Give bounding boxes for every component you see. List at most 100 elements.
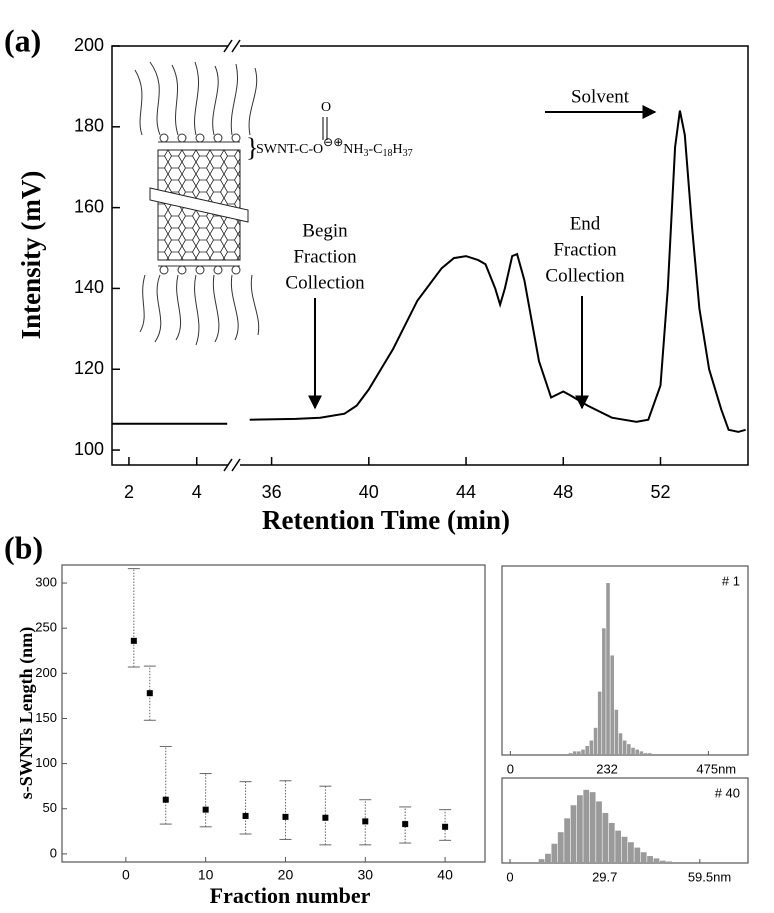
histogram-bar (557, 832, 564, 863)
histogram-bar (608, 822, 615, 863)
panel-label: (b) (4, 529, 43, 565)
histogram-bar (643, 753, 648, 755)
histogram-bar (628, 842, 634, 863)
x-tick-label: 40 (437, 867, 453, 883)
chem-part: SWNT-C-O (256, 142, 323, 157)
brace: } (246, 133, 258, 162)
histogram-bar (659, 860, 666, 863)
data-point (362, 818, 369, 825)
data-point (202, 806, 209, 813)
histogram-bar (666, 861, 673, 863)
x-tick-label: 0 (122, 867, 130, 883)
chem-part: H (393, 142, 403, 157)
data-point (282, 813, 289, 820)
data-point (322, 814, 329, 821)
data-point (442, 823, 449, 830)
histogram-bar (570, 805, 577, 863)
data-line (249, 110, 746, 433)
histogram-bar (640, 852, 647, 863)
histogram-bar (606, 583, 610, 755)
y-tick-label: 180 (74, 116, 104, 136)
histogram-bar (602, 812, 609, 863)
y-tick-label: 100 (74, 439, 104, 459)
chem-part: 37 (403, 148, 413, 159)
histogram-bar (564, 818, 570, 863)
histogram-bar (589, 792, 596, 863)
histogram-bar (635, 749, 639, 755)
histogram-bar (602, 628, 606, 755)
histogram-bar (593, 727, 598, 755)
axes-frame (111, 39, 749, 472)
chem-part: 18 (383, 148, 393, 159)
annotation: Solvent (571, 86, 630, 107)
y-tick-label: 150 (35, 710, 57, 725)
x-tick-label: 29.7 (592, 869, 617, 884)
y-tick-label: 140 (74, 277, 104, 297)
x-tick-label: 44 (456, 482, 476, 502)
chem-formula: SWNT-C-O⊖⊕NH3-C18H37 (256, 135, 413, 160)
histogram-bar (639, 751, 644, 755)
x-axis-label: Fraction number (210, 883, 371, 908)
chem-carbonyl: O (321, 100, 331, 115)
y-tick-label: 100 (35, 755, 57, 770)
histogram-bar (647, 856, 653, 863)
x-tick-label: 20 (278, 867, 294, 883)
histogram-bar (581, 749, 585, 755)
x-tick-label: 10 (198, 867, 214, 883)
y-tick-label: 200 (35, 665, 57, 680)
y-axis-label: Intensity (mV) (16, 171, 46, 340)
axes-frame (61, 564, 486, 863)
histogram-bar (585, 745, 589, 755)
x-tick-label: 40 (359, 482, 379, 502)
x-tick-label: 0 (507, 761, 514, 776)
histogram-bar (647, 753, 652, 755)
histogram-bar (634, 847, 641, 863)
histogram-bar (596, 801, 602, 863)
x-tick-label: 475nm (696, 761, 736, 776)
histogram-bar (568, 753, 573, 755)
y-axis-label: s-SWNTs Length (nm) (16, 627, 37, 799)
x-tick-label: 232 (596, 761, 618, 776)
data-point (242, 812, 249, 819)
histogram-bar (572, 751, 577, 755)
y-tick-label: 120 (74, 358, 104, 378)
data-point (402, 821, 409, 828)
x-tick-label: 2 (124, 482, 134, 502)
x-tick-label: 4 (192, 482, 202, 502)
y-tick-label: 250 (35, 620, 57, 635)
y-tick-label: 160 (74, 196, 104, 216)
y-tick-label: 200 (74, 35, 104, 55)
chem-part: ⊖⊕ (323, 135, 343, 149)
histogram-bar (583, 789, 590, 863)
nanotube-schematic (134, 61, 260, 346)
axes-frame (501, 565, 749, 756)
histogram-bar (577, 751, 581, 755)
x-tick-label: 30 (357, 867, 373, 883)
histogram-bar (538, 859, 545, 863)
x-tick-label: 48 (553, 482, 573, 502)
data-point (162, 796, 169, 803)
annotation: Collection (545, 265, 625, 286)
y-tick-label: 50 (43, 800, 57, 815)
histogram-bar (614, 709, 619, 755)
histogram-bar (551, 843, 558, 863)
annotation: Fraction (293, 246, 357, 267)
x-tick-label: 36 (262, 482, 282, 502)
data-point (130, 637, 137, 644)
chem-part: NH (343, 142, 363, 157)
histogram-bar (622, 740, 627, 755)
histogram-bar (610, 655, 614, 755)
histogram-bar (653, 858, 660, 863)
annotation: Begin (302, 220, 348, 241)
histogram-bar (615, 830, 622, 863)
x-tick-label: 0 (506, 869, 513, 884)
double-bond (322, 117, 328, 140)
annotation: End (570, 213, 601, 234)
histogram-bar (618, 733, 623, 755)
histogram-bar (576, 795, 583, 863)
histogram-label: # 40 (715, 785, 740, 800)
histogram-bar (621, 836, 628, 863)
histogram-bar (545, 853, 551, 863)
x-tick-label: 52 (650, 482, 670, 502)
